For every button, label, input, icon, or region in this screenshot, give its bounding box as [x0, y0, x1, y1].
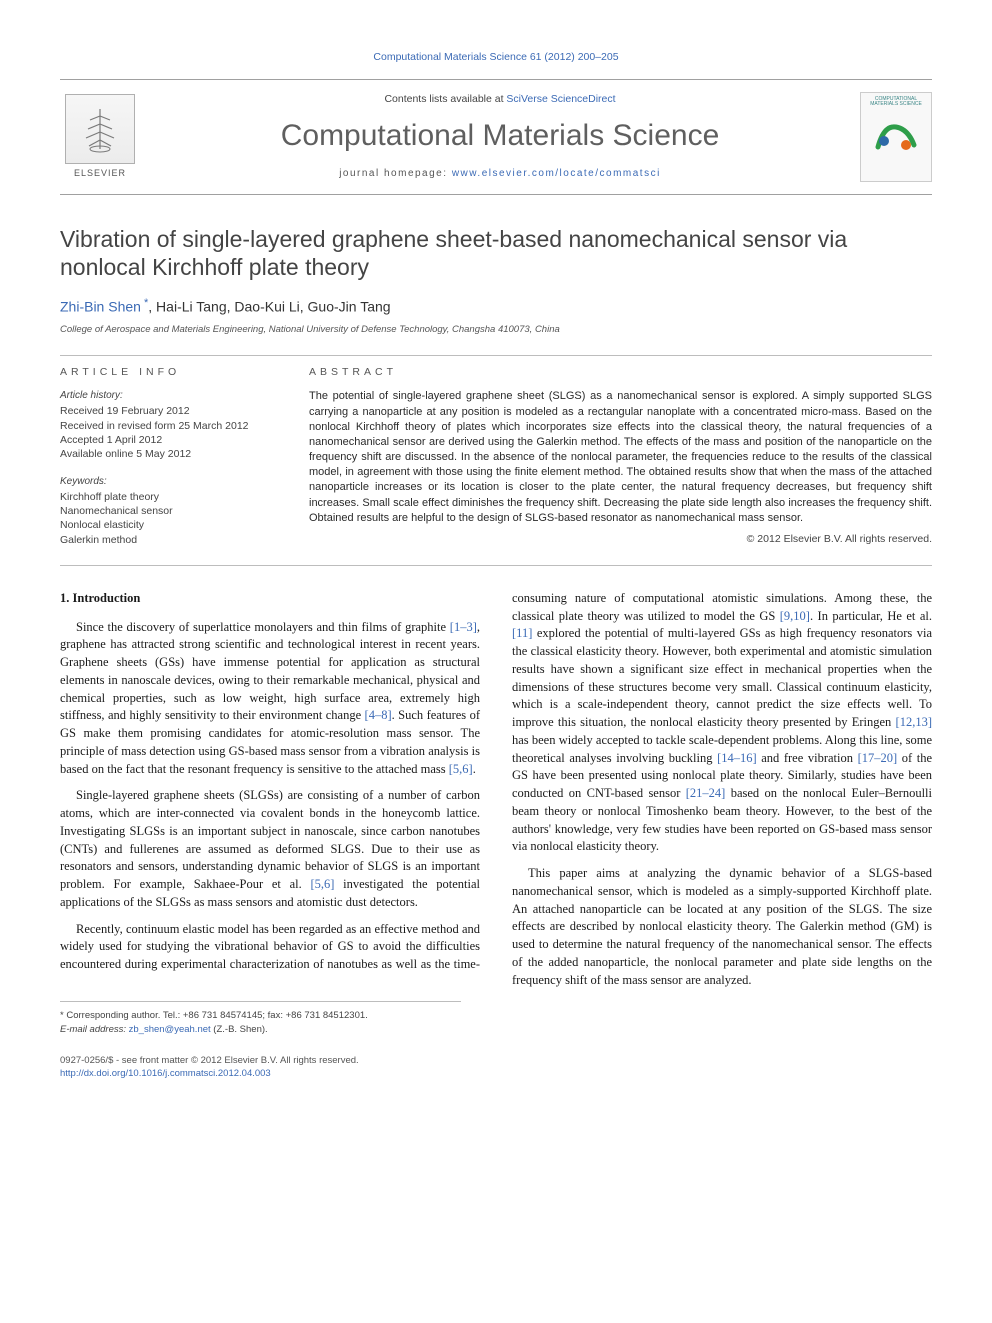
abstract-column: abstract The potential of single-layered…: [309, 365, 932, 547]
doi-link[interactable]: http://dx.doi.org/10.1016/j.commatsci.20…: [60, 1068, 271, 1079]
publisher-name: ELSEVIER: [74, 167, 126, 180]
keyword: Nonlocal elasticity: [60, 518, 275, 532]
author-email-link[interactable]: zb_shen@yeah.net: [129, 1024, 211, 1035]
coauthor-names: , Hai-Li Tang, Dao-Kui Li, Guo-Jin Tang: [148, 299, 390, 315]
journal-homepage-line: journal homepage: www.elsevier.com/locat…: [150, 167, 850, 181]
divider: [60, 565, 932, 566]
citation-header: Computational Materials Science 61 (2012…: [60, 50, 932, 65]
front-matter-line: 0927-0256/$ - see front matter © 2012 El…: [60, 1054, 932, 1067]
author-affiliation: College of Aerospace and Materials Engin…: [60, 323, 932, 336]
reference-link[interactable]: [5,6]: [449, 762, 473, 776]
corr-text: Corresponding author. Tel.: +86 731 8457…: [66, 1010, 367, 1021]
copyright-line: © 2012 Elsevier B.V. All rights reserved…: [309, 532, 932, 547]
correspondence-info: * Corresponding author. Tel.: +86 731 84…: [60, 1009, 461, 1022]
cover-art-icon: [874, 117, 918, 157]
reference-link[interactable]: [1–3]: [450, 620, 477, 634]
reference-link[interactable]: [21–24]: [686, 786, 726, 800]
article-info-heading: article info: [60, 365, 275, 380]
history-line: Received 19 February 2012: [60, 404, 275, 418]
history-line: Available online 5 May 2012: [60, 447, 275, 461]
article-info-row: article info Article history: Received 1…: [60, 365, 932, 547]
section-heading: 1. Introduction: [60, 590, 480, 608]
journal-cover-thumbnail: COMPUTATIONAL MATERIALS SCIENCE: [860, 92, 932, 182]
body-paragraph: This paper aims at analyzing the dynamic…: [512, 865, 932, 989]
keyword: Kirchhoff plate theory: [60, 490, 275, 504]
abstract-heading: abstract: [309, 365, 932, 380]
reference-link[interactable]: [9,10]: [780, 609, 810, 623]
history-line: Accepted 1 April 2012: [60, 433, 275, 447]
publisher-logo: ELSEVIER: [60, 92, 140, 182]
reference-link[interactable]: [5,6]: [310, 877, 334, 891]
homepage-prefix: journal homepage:: [339, 168, 452, 179]
reference-link[interactable]: [14–16]: [717, 751, 757, 765]
cover-title-text: COMPUTATIONAL MATERIALS SCIENCE: [865, 97, 927, 108]
journal-title: Computational Materials Science: [150, 115, 850, 157]
body-text: Single-layered graphene sheets (SLGSs) a…: [60, 788, 480, 891]
header-center: Contents lists available at SciVerse Sci…: [140, 92, 860, 181]
sciencedirect-link[interactable]: SciVerse ScienceDirect: [506, 93, 615, 105]
reference-link[interactable]: [17–20]: [858, 751, 898, 765]
corresponding-author-footnote: * Corresponding author. Tel.: +86 731 84…: [60, 1001, 461, 1036]
contents-prefix: Contents lists available at: [384, 93, 506, 105]
reference-link[interactable]: [4–8]: [365, 708, 392, 722]
keyword: Nanomechanical sensor: [60, 504, 275, 518]
corresponding-author-link[interactable]: Zhi-Bin Shen: [60, 299, 141, 315]
body-text: Since the discovery of superlattice mono…: [76, 620, 450, 634]
author-list: Zhi-Bin Shen *, Hai-Li Tang, Dao-Kui Li,…: [60, 296, 932, 317]
elsevier-tree-icon: [65, 94, 135, 164]
abstract-text: The potential of single-layered graphene…: [309, 389, 932, 526]
body-text: . In particular, He et al.: [810, 609, 932, 623]
reference-link[interactable]: [12,13]: [896, 715, 932, 729]
article-history-head: Article history:: [60, 389, 275, 403]
body-text: .: [473, 762, 476, 776]
keyword: Galerkin method: [60, 533, 275, 547]
email-line: E-mail address: zb_shen@yeah.net (Z.-B. …: [60, 1023, 461, 1036]
article-title: Vibration of single-layered graphene she…: [60, 225, 932, 283]
email-label: E-mail address:: [60, 1024, 129, 1035]
article-body: 1. Introduction Since the discovery of s…: [60, 590, 932, 990]
journal-header-band: ELSEVIER Contents lists available at Sci…: [60, 79, 932, 195]
reference-link[interactable]: [11]: [512, 626, 532, 640]
contents-available-line: Contents lists available at SciVerse Sci…: [150, 92, 850, 107]
email-suffix: (Z.-B. Shen).: [211, 1024, 268, 1035]
front-matter-block: 0927-0256/$ - see front matter © 2012 El…: [60, 1054, 932, 1081]
divider: [60, 355, 932, 356]
body-text: and free vibration: [757, 751, 858, 765]
keywords-head: Keywords:: [60, 475, 275, 489]
body-paragraph: Single-layered graphene sheets (SLGSs) a…: [60, 787, 480, 911]
article-info-column: article info Article history: Received 1…: [60, 365, 275, 547]
body-paragraph: Since the discovery of superlattice mono…: [60, 619, 480, 779]
journal-homepage-link[interactable]: www.elsevier.com/locate/commatsci: [452, 168, 661, 179]
body-text: , graphene has attracted strong scientif…: [60, 620, 480, 723]
body-text: explored the potential of multi-layered …: [512, 626, 932, 729]
history-line: Received in revised form 25 March 2012: [60, 419, 275, 433]
